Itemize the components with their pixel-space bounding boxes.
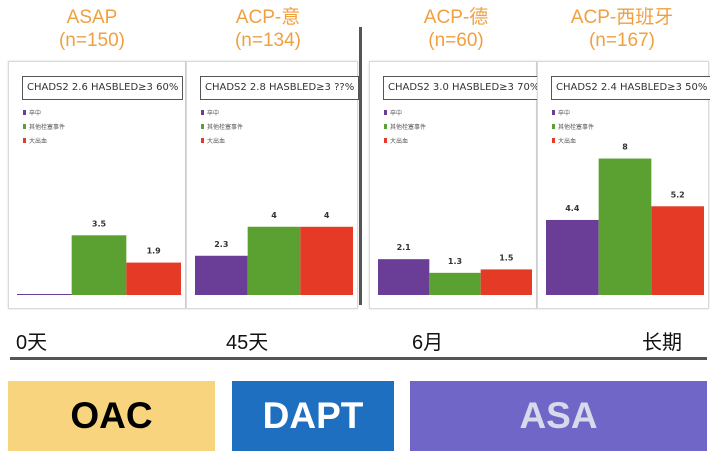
score-box: CHADS2 2.6 HASBLED≥3 60% bbox=[22, 76, 184, 100]
chart-panel-acp-germany: CHADS2 3.0 HASBLED≥3 70% 卒中其他栓塞事件 大出血 2.1 1… bbox=[369, 61, 545, 309]
timeline-axis bbox=[10, 357, 707, 360]
bar-stroke bbox=[195, 255, 248, 295]
timeline-label-0d: 0天 bbox=[16, 332, 48, 354]
bar-value-label: 4 bbox=[271, 211, 277, 220]
study-n: (n=60) bbox=[428, 30, 484, 51]
therapy-band-oac: OAC bbox=[8, 381, 215, 451]
legend-label: 大出血 bbox=[207, 137, 225, 145]
timeline-label-45d: 45天 bbox=[226, 332, 269, 354]
bar-other-embolism bbox=[247, 226, 301, 295]
legend-swatch bbox=[201, 124, 204, 129]
legend-label: 其他栓塞事件 bbox=[207, 123, 243, 131]
score-box: CHADS2 2.4 HASBLED≥3 50% bbox=[551, 76, 710, 100]
bar-major-bleeding bbox=[300, 226, 353, 295]
study-n: (n=167) bbox=[588, 30, 656, 51]
legend-label: 卒中 bbox=[390, 109, 402, 117]
study-n: (n=134) bbox=[234, 30, 302, 51]
bar-value-label: 1.9 bbox=[147, 247, 162, 256]
bar-value-label: 1.5 bbox=[499, 253, 514, 262]
bar-major-bleeding bbox=[651, 206, 704, 295]
legend-swatch bbox=[552, 110, 555, 115]
bar-major-bleeding bbox=[126, 262, 181, 295]
legend-swatch bbox=[552, 124, 555, 129]
bar-other-embolism bbox=[429, 272, 481, 295]
timeline-label-long-term: 长期 bbox=[642, 332, 682, 354]
bar-stroke bbox=[17, 294, 72, 295]
bar-value-label: 8 bbox=[622, 143, 628, 152]
legend-label: 大出血 bbox=[29, 137, 47, 145]
bar-major-bleeding bbox=[480, 269, 532, 295]
bar-other-embolism bbox=[71, 235, 127, 295]
legend-label: 大出血 bbox=[390, 137, 408, 145]
legend-label: 其他栓塞事件 bbox=[390, 123, 426, 131]
legend-label: 其他栓塞事件 bbox=[29, 123, 65, 131]
legend-label: 其他栓塞事件 bbox=[558, 123, 594, 131]
bar-other-embolism bbox=[598, 158, 652, 295]
therapy-band-asa: ASA bbox=[410, 381, 707, 451]
score-box: CHADS2 3.0 HASBLED≥3 70% bbox=[383, 76, 545, 100]
bar-value-label: 3.5 bbox=[92, 219, 107, 228]
chart-panel-acp-italy: CHADS2 2.8 HASBLED≥3 ??% 卒中其他栓塞事件 大出血 2.3 4… bbox=[186, 61, 360, 309]
study-name: ACP-意 bbox=[235, 7, 301, 28]
bar-value-label: 4 bbox=[324, 211, 330, 220]
bar-value-label: 2.1 bbox=[397, 243, 412, 252]
legend-label: 卒中 bbox=[29, 109, 41, 117]
legend-swatch bbox=[384, 110, 387, 115]
bar-stroke bbox=[546, 219, 599, 295]
bar-value-label: 1.3 bbox=[448, 257, 462, 266]
bar-value-label: 5.2 bbox=[671, 190, 685, 199]
study-title-acp-italy: ACP-意 (n=134) bbox=[188, 6, 348, 52]
legend-swatch bbox=[384, 124, 387, 129]
group-divider bbox=[359, 27, 362, 305]
bar-value-label: 2.3 bbox=[214, 240, 228, 249]
legend-swatch bbox=[23, 138, 26, 143]
chart-panel-acp-spain: CHADS2 2.4 HASBLED≥3 50% 卒中其他栓塞事件 大出血 4.4 8… bbox=[537, 61, 710, 309]
study-name: ASAP bbox=[66, 7, 118, 28]
legend-label: 卒中 bbox=[207, 109, 219, 117]
therapy-band-dapt: DAPT bbox=[232, 381, 394, 451]
study-title-asap: ASAP (n=150) bbox=[12, 6, 172, 52]
chart-panel-asap: CHADS2 2.6 HASBLED≥3 60% 卒中其他栓塞事件 大出血 3.5 1… bbox=[8, 61, 186, 309]
study-n: (n=150) bbox=[58, 30, 126, 51]
timeline-label-6m: 6月 bbox=[412, 332, 444, 354]
legend-label: 卒中 bbox=[558, 109, 570, 117]
legend-swatch bbox=[552, 138, 555, 143]
study-name: ACP-德 bbox=[423, 7, 489, 28]
legend-swatch bbox=[201, 138, 204, 143]
score-box: CHADS2 2.8 HASBLED≥3 ??% bbox=[200, 76, 360, 100]
bar-value-label: 4.4 bbox=[565, 204, 580, 213]
study-title-acp-germany: ACP-德 (n=60) bbox=[376, 6, 536, 52]
study-title-acp-spain: ACP-西班牙 (n=167) bbox=[542, 6, 702, 52]
legend-swatch bbox=[201, 110, 204, 115]
legend-label: 大出血 bbox=[558, 137, 576, 145]
study-name: ACP-西班牙 bbox=[570, 7, 674, 28]
legend-swatch bbox=[23, 110, 26, 115]
legend-swatch bbox=[23, 124, 26, 129]
legend-swatch bbox=[384, 138, 387, 143]
bar-stroke bbox=[378, 259, 430, 295]
